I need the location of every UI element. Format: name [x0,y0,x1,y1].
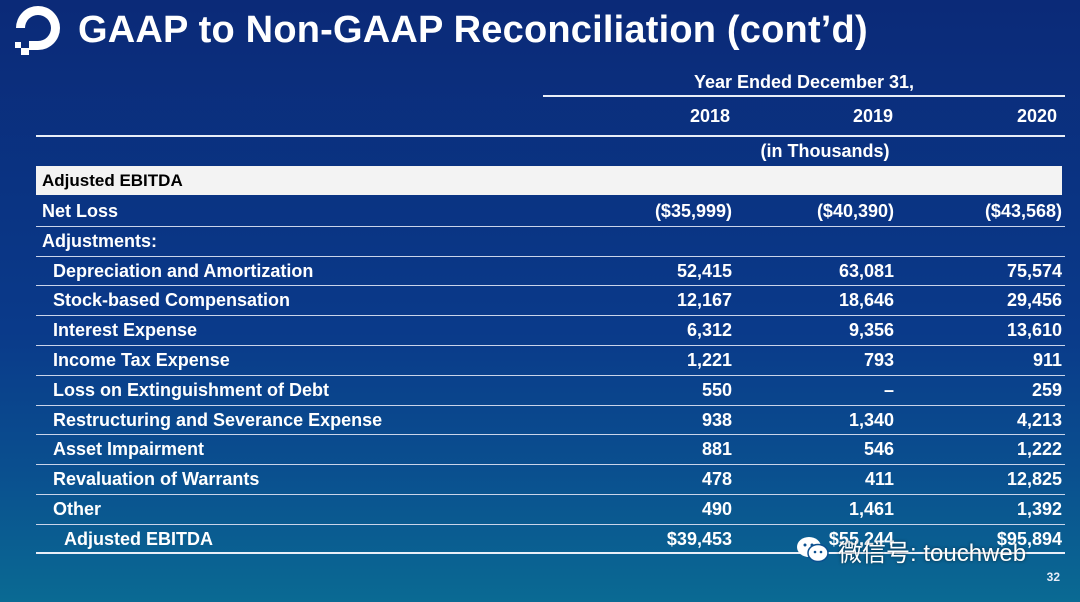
reconciliation-table: Net Loss ($35,999) ($40,390) ($43,568) A… [36,197,1065,555]
table-row-net-loss: Net Loss ($35,999) ($40,390) ($43,568) [36,197,1065,227]
row-label: Interest Expense [53,320,198,341]
wechat-watermark: 微信号: touchweb [796,532,1026,568]
value-2019: $55,244 [828,528,894,549]
value-2020: 12,825 [1006,469,1062,490]
column-header-2020: 2020 [1016,106,1057,126]
table-row: Asset Impairment 881 546 1,222 [36,435,1065,466]
value-2018: 1,221 [686,349,732,370]
row-label: Restructuring and Severance Expense [53,409,383,430]
value-2018: 550 [701,379,732,400]
row-label: Other [53,498,102,519]
value-2020: ($43,568) [984,201,1062,221]
table-row: Interest Expense 6,312 9,356 13,610 [36,316,1065,346]
row-label: Adjusted EBITDA [64,528,214,549]
period-rule [543,95,1065,97]
value-2020: 1,392 [1016,498,1062,519]
value-2019: 546 [863,439,894,460]
value-2019: ($40,390) [816,201,894,221]
value-2020: 4,213 [1016,409,1062,430]
table-row: Restructuring and Severance Expense 938 … [36,406,1065,436]
value-2020: 75,574 [1006,260,1062,281]
watermark-text: 微信号: touchweb [838,539,1027,567]
value-2018: 52,415 [676,260,732,281]
page-number: 32 [1046,570,1060,584]
value-2018: 490 [701,498,732,519]
value-2020: $95,894 [996,528,1062,549]
table-row-total: Adjusted EBITDA $39,453 $55,244 $95,894 [36,525,1065,555]
row-label: Income Tax Expense [53,349,230,370]
value-2019: 1,340 [848,409,894,430]
value-2019: 793 [863,349,894,370]
header-rule [36,135,1065,137]
row-label: Stock-based Compensation [53,290,291,311]
row-label: Net Loss [42,201,119,221]
row-label: Asset Impairment [53,439,205,460]
row-label: Revaluation of Warrants [53,469,260,490]
table-row: Loss on Extinguishment of Debt 550 – 259 [36,376,1065,406]
value-2020: 259 [1031,379,1062,400]
digitalocean-logo [10,6,66,58]
value-2018: 12,167 [676,290,732,311]
table-row-adjustments: Adjustments: [36,227,1065,257]
value-2018: 6,312 [686,320,732,341]
column-header-2018: 2018 [689,106,730,126]
table-row: Income Tax Expense 1,221 793 911 [36,346,1065,376]
value-2019: 9,356 [848,320,894,341]
units-label: (in Thousands) [760,141,890,161]
value-2020: 13,610 [1006,320,1062,341]
value-2019: – [883,379,894,400]
value-2018: $39,453 [666,528,732,549]
table-row: Revaluation of Warrants 478 411 12,825 [36,465,1065,495]
value-2020: 911 [1032,349,1062,370]
period-header: Year Ended December 31, [693,72,915,92]
slide-title: GAAP to Non-GAAP Reconciliation (cont’d) [78,9,868,51]
value-2019: 1,461 [848,498,894,519]
table-row: Stock-based Compensation 12,167 18,646 2… [36,286,1065,317]
value-2020: 1,222 [1016,439,1062,460]
value-2019: 63,081 [838,260,894,281]
total-rule [36,552,1065,554]
value-2020: 29,456 [1006,290,1062,311]
section-title-bar: Adjusted EBITDA [36,166,1062,195]
row-label: Depreciation and Amortization [53,260,314,281]
value-2019: 411 [864,469,894,490]
column-header-2019: 2019 [852,106,893,126]
value-2018: 938 [701,409,732,430]
value-2018: ($35,999) [654,201,732,221]
value-2018: 478 [701,469,732,490]
table-row: Depreciation and Amortization 52,415 63,… [36,257,1065,287]
wechat-icon [797,537,829,563]
value-2019: 18,646 [838,290,894,311]
value-2018: 881 [701,439,732,460]
table-row: Other 490 1,461 1,392 [36,495,1065,525]
row-label: Loss on Extinguishment of Debt [53,379,330,400]
row-label: Adjustments: [42,230,158,251]
